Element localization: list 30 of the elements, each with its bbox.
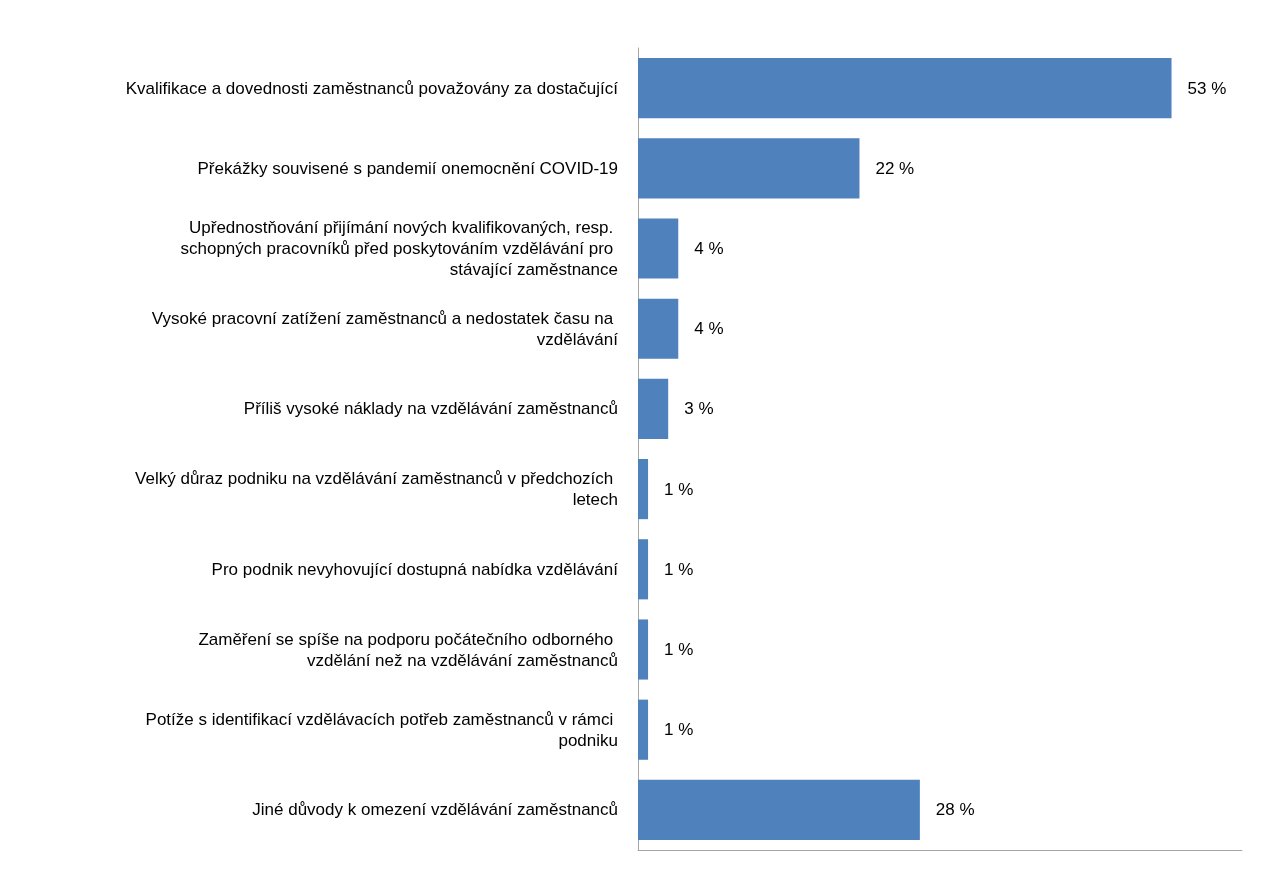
data-label: 1 % (664, 559, 694, 579)
y-tick-label: Jiné důvody k omezení vzdělávání zaměstnanců (252, 800, 618, 820)
data-label: 1 % (664, 479, 694, 499)
y-tick-label: Velký důraz podniku na vzdělávání zaměstnanců v předchozích letech (135, 469, 618, 510)
y-tick-label: Upřednostňování přijímání nových kvalifikovaných, resp. schopných pracovníků před poskytováním vzdělávání pro stávající zaměstnance (180, 218, 618, 279)
y-tick-label: Překážky souvisené s pandemií onemocnění COVID-19 (197, 158, 618, 178)
y-tick-label: Kvalifikace a dovednosti zaměstnanců považovány za dostačující (125, 78, 619, 98)
y-tick-label: Zaměření se spíše na podporu počátečního odborného vzdělání než na vzdělávání zaměstnanců (198, 629, 618, 670)
bar (638, 539, 649, 600)
bar (638, 779, 920, 840)
bar (638, 459, 649, 520)
data-label: 4 % (694, 319, 724, 339)
data-label: 1 % (664, 720, 694, 740)
data-label: 28 % (935, 800, 975, 820)
data-label: 4 % (694, 239, 724, 258)
y-tick-label: Příliš vysoké náklady na vzdělávání zaměstnanců (243, 399, 618, 419)
y-tick-label: Pro podnik nevyhovující dostupná nabídka vzdělávání (211, 559, 619, 579)
y-tick-label: Potíže s identifikací vzdělávacích potřeb zaměstnanců v rámci podniku (145, 709, 618, 750)
bar (638, 378, 669, 439)
y-tick-label: Vysoké pracovní zatížení zaměstnanců a nedostatek času na vzdělávání (151, 308, 619, 349)
bar (638, 298, 679, 359)
data-label: 1 % (664, 640, 694, 659)
bar (638, 699, 649, 760)
data-label: 53 % (1187, 78, 1227, 98)
bar (638, 218, 679, 279)
data-label: 22 % (875, 158, 915, 178)
bar (638, 58, 1172, 119)
data-label: 3 % (684, 399, 714, 419)
bar (638, 619, 649, 680)
bar (638, 138, 860, 199)
